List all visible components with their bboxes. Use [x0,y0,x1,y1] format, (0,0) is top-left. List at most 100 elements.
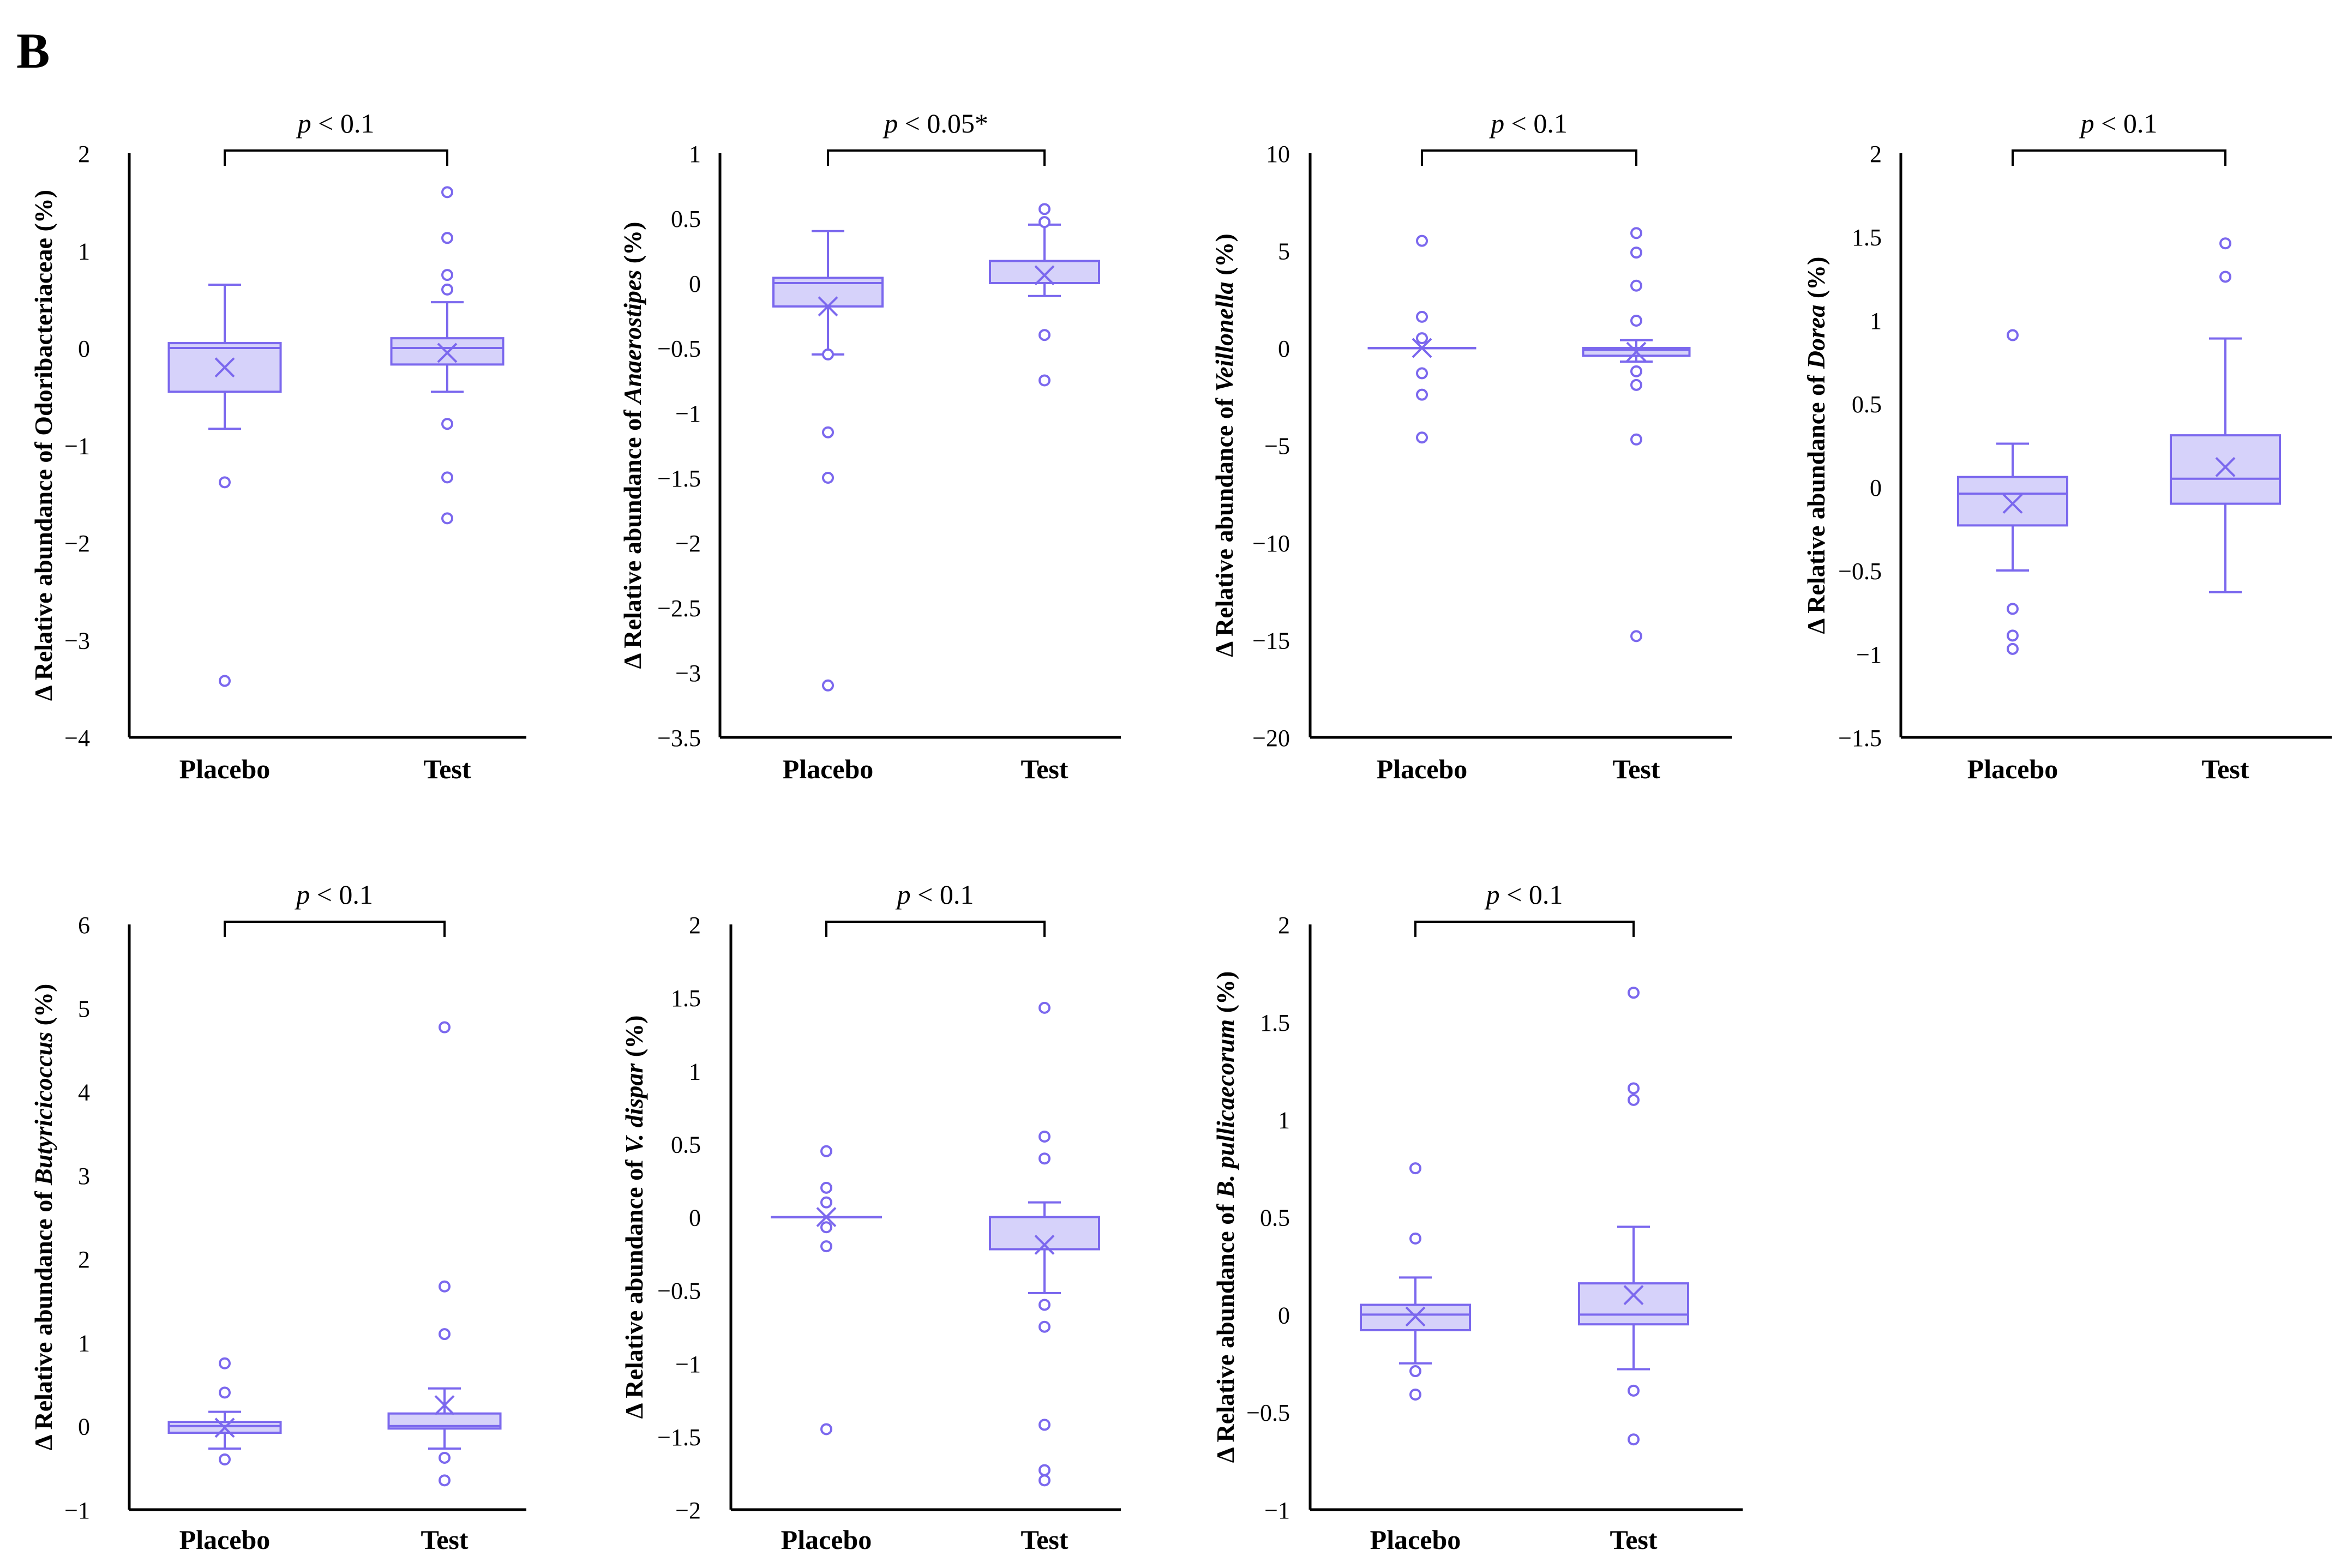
box-plot-panel: 6 5 4 3 2 1 0 −1 Δ Relative abundance of Butyric… [29,879,526,1555]
x-category-label: Placebo [1967,754,2058,784]
box-group [989,203,1100,387]
box-group [1367,235,1476,444]
outlier-point [1039,1474,1051,1487]
box-group [989,1001,1100,1487]
y-tick-label: 5 [78,995,90,1022]
outlier-point [820,1145,832,1157]
y-tick-label: −1.5 [657,465,701,492]
outlier-point [1039,329,1051,341]
panel-label: B [16,23,50,79]
mean-marker [816,1207,837,1227]
outlier-point [1630,227,1642,239]
outlier-point [441,232,453,244]
iqr-box [167,342,282,393]
y-tick-label: −1.5 [1838,725,1882,752]
iqr-box [1578,1282,1689,1326]
outlier-point [1416,310,1428,323]
y-tick-label: 10 [1266,141,1290,167]
outlier-point [219,476,231,489]
outlier-point [820,1196,832,1209]
y-axis-label: Δ Relative abundance of Butyricicoccus (… [29,984,57,1451]
outlier-point [1039,374,1051,387]
y-tick-label: −1 [1264,1497,1290,1524]
outlier-point [1039,1419,1051,1431]
outlier-point [219,1357,231,1369]
significance-label: p < 0.1 [296,108,375,139]
y-tick-label: −0.5 [657,1278,701,1305]
y-tick-label: 2 [78,141,90,167]
box-group [1578,987,1689,1446]
outlier-point [820,1240,832,1253]
box-plot-panel: 2 1.5 1 0.5 0 −0.5 −1 Δ Relative abundance of B… [1211,879,1743,1555]
y-tick-label: 0 [689,271,701,297]
outlier-point [1416,388,1428,401]
box-group [167,1357,282,1466]
outlier-point [1409,1162,1421,1175]
y-tick-label: −0.5 [657,335,701,362]
significance-bracket [2012,149,2226,166]
y-tick-label: 1 [78,238,90,265]
outlier-point [1409,1232,1421,1245]
outlier-point [441,186,453,199]
outlier-point [1039,216,1051,229]
x-category-label: Test [1021,754,1068,784]
outlier-point [219,675,231,687]
outlier-point [1630,315,1642,327]
y-tick-label: 4 [78,1079,90,1106]
mean-marker [437,343,458,363]
y-tick-label: 1.5 [671,985,701,1012]
y-tick-label: −3 [675,660,701,687]
y-tick-label: −3 [64,628,90,654]
y-tick-label: −15 [1252,628,1290,654]
box-plot-panel: 2 1.5 1 0.5 0 −0.5 −1 −1.5 Δ Relative abundance … [1802,108,2332,784]
outlier-point [1628,1384,1640,1397]
outlier-point [822,348,834,361]
y-axis-label: Δ Relative abundance of Dorea (%) [1802,257,1830,634]
mean-marker [1034,1235,1055,1255]
y-tick-label: 2 [1870,141,1882,167]
iqr-box [1957,476,2068,527]
y-tick-label: −2 [675,1497,701,1524]
y-tick-label: 1.5 [1852,224,1882,251]
outlier-point [1630,630,1642,642]
outlier-point [441,512,453,525]
x-category-label: Placebo [781,1524,872,1555]
outlier-point [822,426,834,438]
significance-bracket [1421,149,1637,166]
significance-bracket [827,149,1046,166]
y-tick-label: 1 [1870,308,1882,334]
y-tick-label: 6 [78,912,90,939]
y-tick-label: −2 [64,530,90,557]
y-tick-label: −0.5 [1246,1399,1290,1426]
x-category-label: Placebo [1370,1524,1461,1555]
x-category-label: Test [2201,754,2249,784]
outlier-point [1416,332,1428,345]
y-tick-label: −10 [1252,530,1290,557]
y-tick-label: 0 [78,335,90,362]
y-tick-label: −1 [64,433,90,460]
y-tick-label: −5 [1264,433,1290,460]
outlier-point [820,1423,832,1435]
outlier-point [439,1474,451,1487]
outlier-point [2007,642,2019,655]
significance-label: p < 0.1 [1489,108,1568,139]
x-category-label: Test [1021,1524,1068,1555]
significance-label: p < 0.1 [1485,879,1563,910]
box-group [387,1021,502,1487]
box-group [2170,237,2281,593]
outlier-point [439,1328,451,1341]
outlier-point [1630,379,1642,391]
y-tick-label: 5 [1278,238,1290,265]
box-group [772,230,884,692]
outlier-point [1409,1388,1421,1401]
mean-marker [1623,1285,1644,1305]
box-group [1582,227,1691,642]
mean-marker [1405,1306,1426,1327]
y-tick-label: 0.5 [1852,391,1882,418]
y-tick-label: 0 [78,1414,90,1440]
outlier-point [439,1021,451,1034]
iqr-box [989,260,1100,285]
outlier-point [1039,1001,1051,1014]
y-tick-label: 2 [78,1246,90,1273]
